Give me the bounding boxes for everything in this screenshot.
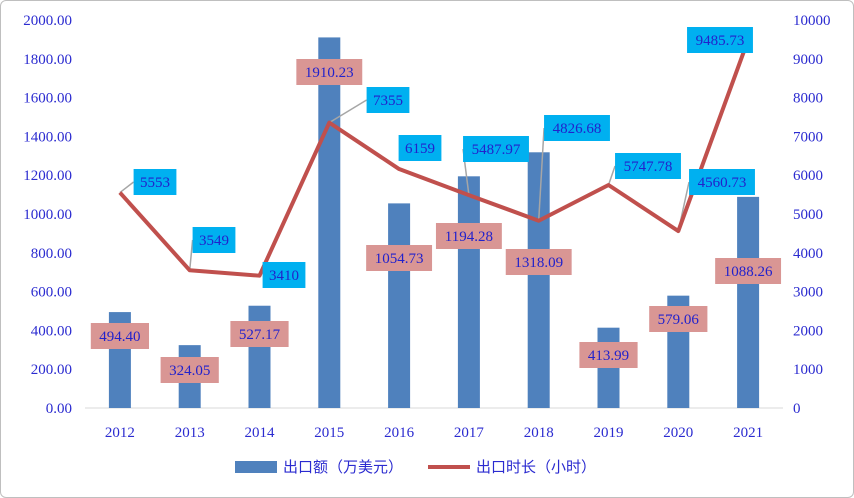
line-data-label: 4826.68	[553, 121, 602, 137]
right-tick-label: 7000	[793, 129, 823, 145]
line-data-label: 6159	[405, 141, 435, 157]
left-tick-label: 1800.00	[23, 52, 72, 68]
line-data-labels: 5553 3549 3410 7355 6159 5487.97 4826.68 5747.7…	[133, 27, 755, 288]
bar	[457, 176, 480, 408]
right-tick-label: 3000	[793, 285, 823, 301]
bar	[388, 203, 411, 408]
right-axis: 0 1000 2000 3000 4000 5000 6000 7000 8000 9000 100…	[793, 13, 831, 417]
bar-data-label: 413.99	[588, 348, 629, 364]
bar-data-labels: 494.40 324.05 527.17 1910.23 1054.73 1194.28 1…	[90, 59, 782, 383]
bar-label-box	[579, 342, 638, 368]
leader-line	[607, 165, 616, 186]
line-label-box	[687, 27, 753, 53]
bar-label-box	[366, 245, 433, 271]
bar-label-box	[505, 249, 572, 275]
leader-line	[537, 127, 545, 221]
line-label-box	[133, 169, 177, 195]
right-tick-label: 1000	[793, 362, 823, 378]
left-tick-label: 600.00	[31, 285, 72, 301]
leader-line	[328, 99, 367, 124]
legend: 出口额（万美元） 出口时长（小时）	[235, 458, 596, 476]
bar	[527, 152, 550, 408]
line-series	[118, 39, 750, 278]
right-tick-label: 8000	[793, 91, 823, 107]
line-label-box	[463, 136, 529, 162]
bar-label-box	[715, 258, 782, 284]
left-tick-label: 400.00	[31, 323, 72, 339]
left-tick-label: 1200.00	[23, 168, 72, 184]
bar-label-box	[649, 306, 708, 332]
bar-label-box	[435, 223, 502, 249]
leader-line	[119, 181, 135, 194]
right-tick-label: 2000	[793, 323, 823, 339]
leader-line	[188, 239, 194, 271]
line-label-box	[262, 262, 306, 288]
line-label-box	[689, 169, 755, 195]
x-axis: 2012 2013 2014 2015 2016 2017 2018 2019 2020 2021	[85, 407, 783, 441]
line-label-box	[398, 135, 442, 161]
bar-data-label: 527.17	[239, 327, 281, 343]
x-tick-label: 2019	[594, 425, 624, 441]
bar-label-box	[160, 357, 219, 383]
line-label-box	[366, 87, 410, 113]
left-tick-label: 1000.00	[23, 207, 72, 223]
bar	[318, 37, 341, 409]
right-tick-label: 6000	[793, 168, 823, 184]
series-line	[118, 39, 750, 278]
left-tick-label: 800.00	[31, 246, 72, 262]
right-tick-label: 4000	[793, 246, 823, 262]
line-data-label: 5487.97	[472, 142, 521, 158]
bar-series	[108, 37, 760, 409]
legend-bar-swatch	[235, 461, 277, 473]
line-label-box	[544, 115, 610, 141]
bar-label-box	[296, 59, 363, 85]
left-tick-label: 0.00	[46, 401, 72, 417]
bar-data-label: 494.40	[99, 329, 140, 345]
line-label-box	[615, 153, 681, 179]
line-data-label: 9485.73	[696, 33, 745, 49]
bar-data-label: 324.05	[169, 363, 210, 379]
left-axis: 0.00 200.00 400.00 600.00 800.00 1000.00 1200.…	[23, 13, 72, 417]
left-tick-label: 2000.00	[23, 13, 72, 29]
x-tick-label: 2015	[314, 425, 344, 441]
line-data-label: 7355	[373, 93, 403, 109]
bar-label-box	[90, 323, 149, 349]
line-label-box	[192, 227, 236, 253]
x-tick-label: 2021	[733, 425, 763, 441]
legend-bar-label: 出口额（万美元）	[283, 458, 403, 476]
bar-data-label: 1088.26	[724, 264, 773, 280]
bar-data-label: 1318.09	[514, 255, 563, 271]
line-data-label: 3410	[269, 268, 299, 284]
bar	[737, 196, 760, 408]
line-data-label: 4560.73	[698, 175, 747, 191]
right-tick-label: 9000	[793, 52, 823, 68]
bar-data-label: 1910.23	[305, 65, 354, 81]
right-tick-label: 10000	[793, 13, 831, 29]
left-tick-label: 1600.00	[23, 91, 72, 107]
right-tick-label: 0	[793, 401, 801, 417]
x-tick-label: 2018	[524, 425, 554, 441]
x-tick-label: 2020	[663, 425, 693, 441]
x-tick-label: 2013	[175, 425, 205, 441]
bar-label-box	[230, 321, 289, 347]
x-tick-label: 2016	[384, 425, 415, 441]
left-tick-label: 1400.00	[23, 129, 72, 145]
x-tick-label: 2014	[245, 425, 276, 441]
bar-data-label: 579.06	[658, 312, 700, 328]
legend-line-label: 出口时长（小时）	[476, 458, 596, 476]
line-data-label: 5747.78	[624, 159, 673, 175]
left-tick-label: 200.00	[31, 362, 72, 378]
x-tick-label: 2012	[105, 425, 135, 441]
right-tick-label: 5000	[793, 207, 823, 223]
line-data-label: 3549	[199, 233, 229, 249]
line-data-label: 5553	[140, 175, 170, 191]
bar-data-label: 1054.73	[375, 251, 424, 267]
x-tick-label: 2017	[454, 425, 485, 441]
bar-data-label: 1194.28	[445, 229, 493, 245]
